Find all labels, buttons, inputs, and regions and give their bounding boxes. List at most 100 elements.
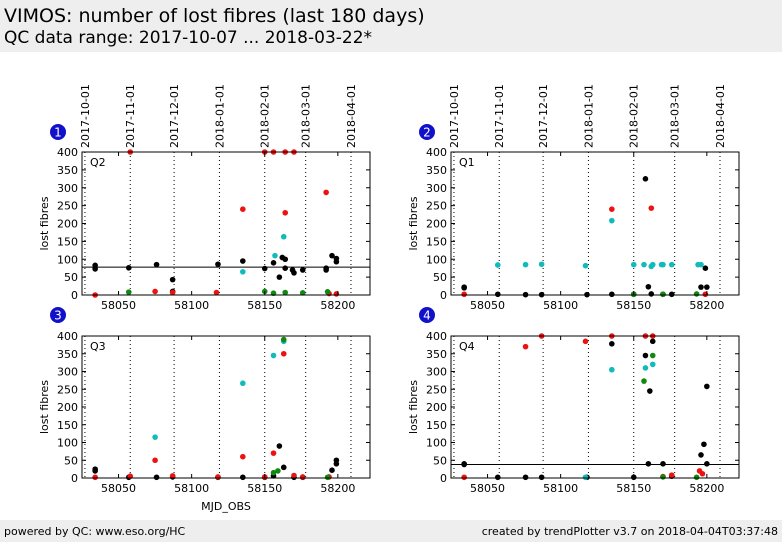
- date-tick-label: 2018-04-01: [345, 84, 358, 148]
- data-point-green: [324, 288, 331, 295]
- y-tick-label: 400: [426, 146, 447, 159]
- data-point-cyan: [649, 361, 656, 368]
- data-point-black: [609, 291, 615, 298]
- x-tick-label: 58150: [616, 482, 651, 495]
- data-point-black: [698, 284, 704, 290]
- date-tick-label: 2017-11-01: [493, 84, 506, 148]
- x-tick-label: 58150: [247, 299, 282, 312]
- date-tick-label: 2018-02-01: [259, 84, 272, 148]
- data-point-cyan: [630, 261, 637, 268]
- y-tick-label: 0: [71, 472, 78, 485]
- data-point-red: [213, 289, 220, 296]
- y-tick-label: 200: [426, 401, 447, 414]
- date-tick-label: 2018-03-01: [300, 84, 313, 148]
- panel-badge-number: 2: [423, 126, 431, 140]
- data-point-green: [270, 469, 277, 476]
- data-point-black: [645, 461, 652, 467]
- data-point-red: [240, 453, 246, 460]
- data-point-black: [270, 260, 277, 266]
- data-point-black: [125, 265, 132, 271]
- date-tick-label: 2018-04-01: [714, 84, 727, 148]
- data-point-red: [92, 474, 98, 481]
- data-point-red: [270, 450, 277, 456]
- x-tick-label: 58100: [543, 299, 578, 312]
- y-tick-label: 100: [426, 437, 447, 450]
- data-point-cyan: [582, 474, 589, 481]
- y-tick-label: 350: [57, 164, 78, 177]
- quadrant-label: Q2: [90, 156, 106, 169]
- x-tick-label: 58050: [101, 299, 136, 312]
- y-tick-label: 0: [71, 289, 78, 302]
- data-point-red: [461, 474, 467, 481]
- x-tick-label: 58050: [470, 482, 505, 495]
- date-tick-label: 2017-10-01: [448, 84, 461, 148]
- data-point-cyan: [582, 262, 589, 269]
- data-point-black: [668, 291, 675, 298]
- y-tick-label: 50: [64, 271, 78, 284]
- y-tick-label: 50: [64, 454, 78, 467]
- data-point-red: [582, 338, 589, 345]
- data-point-black: [333, 461, 340, 467]
- data-point-black: [701, 441, 707, 448]
- panel-badge: [50, 124, 66, 140]
- data-point-red: [282, 209, 289, 216]
- data-point-green: [660, 474, 666, 480]
- data-point-black: [538, 474, 545, 481]
- data-point-red: [699, 470, 706, 477]
- data-point-cyan: [270, 352, 277, 359]
- data-point-black: [291, 270, 297, 276]
- data-point-black: [648, 291, 655, 297]
- data-point-red: [280, 350, 287, 357]
- date-tick-label: 2018-01-01: [213, 84, 226, 148]
- data-point-black: [92, 266, 98, 272]
- date-tick-label: 2018-02-01: [628, 84, 641, 148]
- data-point-red: [299, 474, 306, 480]
- data-point-green: [641, 378, 647, 384]
- data-point-red: [522, 343, 529, 350]
- y-tick-label: 150: [426, 235, 447, 248]
- data-point-black: [282, 256, 289, 263]
- panel-badge-number: 3: [54, 309, 62, 323]
- data-point-red: [291, 472, 297, 479]
- y-tick-label: 200: [57, 218, 78, 231]
- data-point-black: [169, 276, 176, 283]
- y-tick-label: 250: [426, 383, 447, 396]
- y-tick-label: 50: [433, 454, 447, 467]
- y-tick-label: 0: [440, 289, 447, 302]
- date-tick-label: 2018-01-01: [582, 84, 595, 148]
- plot-frame: [81, 335, 371, 479]
- data-point-red: [152, 457, 158, 464]
- y-tick-label: 250: [57, 383, 78, 396]
- x-tick-label: 58100: [174, 299, 209, 312]
- date-tick-label: 2017-12-01: [168, 84, 181, 148]
- data-point-black: [609, 341, 615, 347]
- data-point-black: [494, 474, 501, 481]
- y-tick-label: 50: [433, 271, 447, 284]
- data-point-green: [324, 474, 331, 481]
- y-tick-label: 400: [57, 146, 78, 159]
- data-point-black: [240, 474, 246, 481]
- data-point-red: [240, 206, 246, 212]
- data-point-black: [282, 265, 289, 271]
- data-point-red: [215, 474, 221, 480]
- data-point-cyan: [649, 261, 656, 268]
- data-point-red: [668, 472, 675, 478]
- y-tick-label: 400: [57, 330, 78, 343]
- x-tick-label: 58200: [320, 299, 355, 312]
- data-point-black: [215, 261, 221, 268]
- data-point-red: [169, 473, 176, 479]
- y-tick-label: 200: [426, 218, 447, 231]
- y-tick-label: 300: [57, 366, 78, 379]
- x-tick-label: 58100: [543, 482, 578, 495]
- panel-badge-number: 1: [54, 126, 62, 140]
- date-tick-label: 2017-11-01: [124, 84, 137, 148]
- chart-panel-1: 2017-10-01 2017-11-01 2017-12-01 2018-01-01…: [38, 84, 371, 312]
- x-tick-label: 58150: [616, 299, 651, 312]
- date-tick-label: 2017-10-01: [79, 84, 92, 148]
- y-tick-label: 100: [57, 437, 78, 450]
- data-point-black: [494, 291, 501, 298]
- y-tick-label: 100: [426, 253, 447, 266]
- y-tick-label: 300: [426, 182, 447, 195]
- data-point-black: [280, 464, 287, 471]
